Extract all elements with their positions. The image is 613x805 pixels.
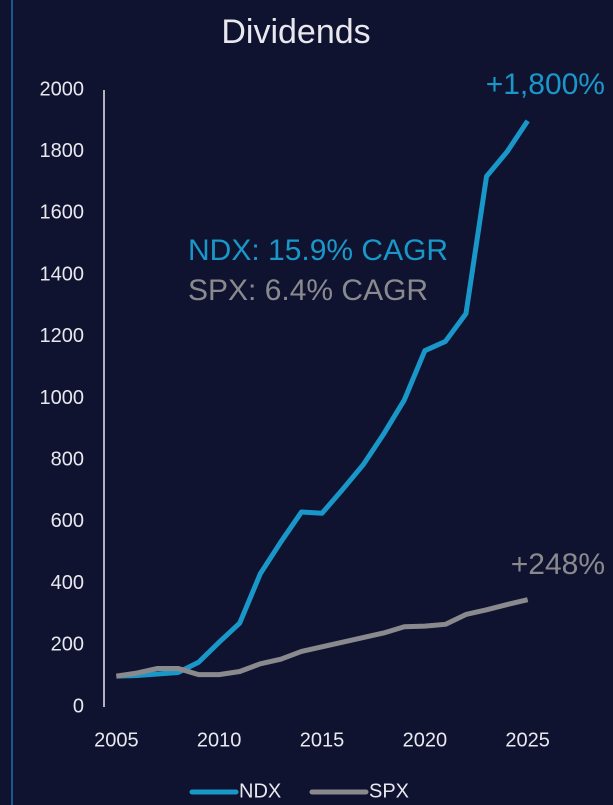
y-tick-label: 1600 (40, 202, 85, 224)
annotation: +1,800% (486, 68, 605, 101)
y-tick-label: 1400 (40, 263, 85, 285)
y-tick-label: 0 (73, 695, 84, 717)
x-tick-label: 2005 (94, 729, 139, 751)
y-tick-label: 800 (51, 448, 84, 470)
x-tick-label: 2015 (300, 729, 345, 751)
legend-label: NDX (239, 780, 281, 802)
y-tick-label: 200 (51, 634, 84, 656)
x-tick-label: 2010 (197, 729, 242, 751)
annotation: NDX: 15.9% CAGR (188, 234, 448, 267)
y-tick-label: 1200 (40, 325, 85, 347)
x-tick-label: 2025 (505, 729, 550, 751)
y-tick-label: 2000 (40, 78, 85, 100)
annotation: +248% (511, 548, 605, 581)
annotation: SPX: 6.4% CAGR (188, 274, 428, 307)
chart-title: Dividends (221, 13, 370, 51)
legend-label: SPX (369, 780, 409, 802)
y-tick-label: 400 (51, 572, 84, 594)
series-line (115, 597, 529, 679)
y-tick-label: 1800 (40, 140, 85, 162)
y-tick-label: 1000 (40, 387, 85, 409)
y-tick-label: 600 (51, 510, 84, 532)
x-tick-label: 2020 (403, 729, 448, 751)
